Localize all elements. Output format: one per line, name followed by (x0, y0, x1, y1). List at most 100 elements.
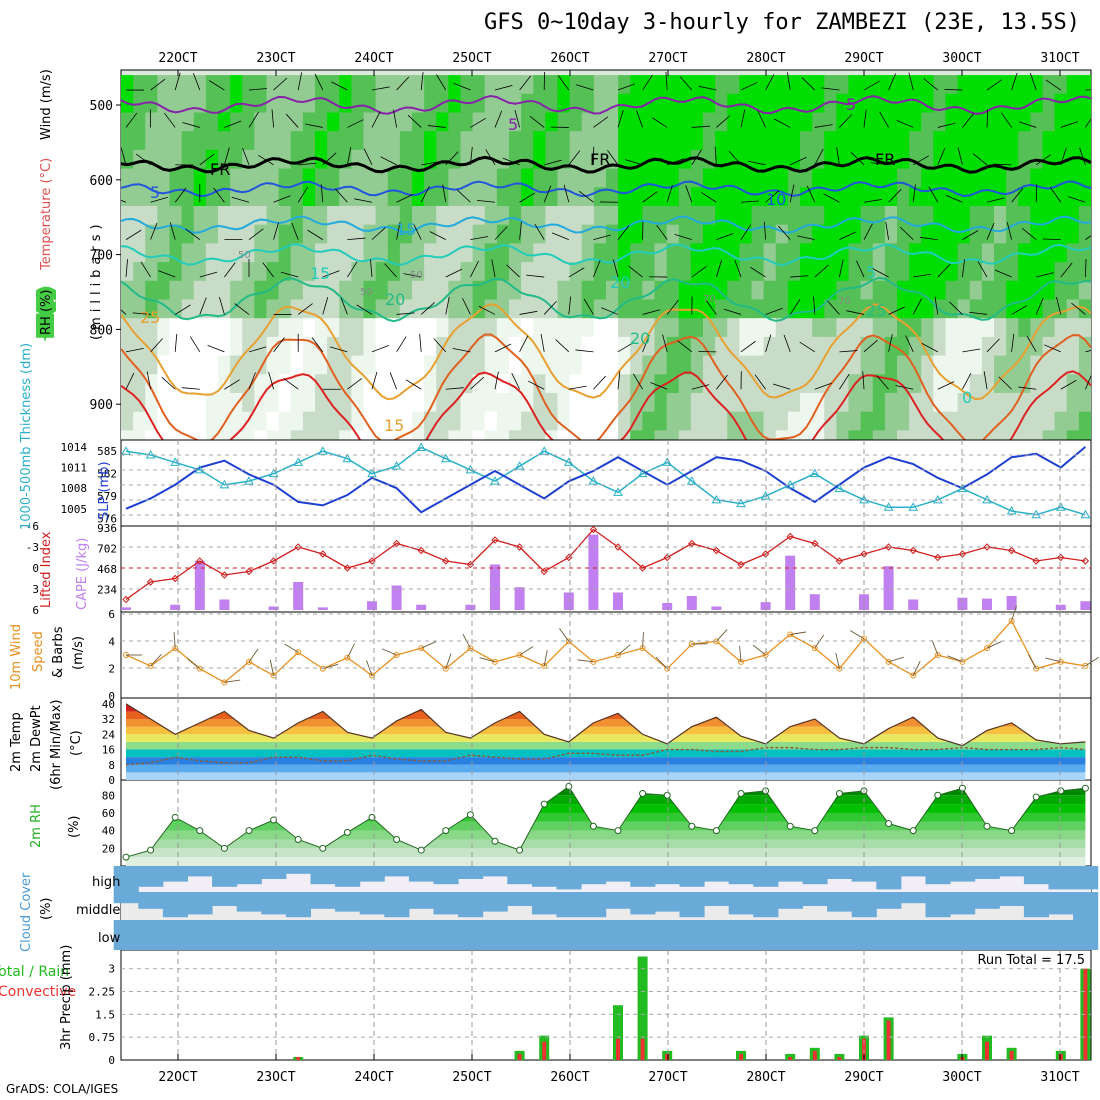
top-time-label: 23OCT (256, 51, 295, 66)
slp-tick-label: 1011 (61, 462, 88, 475)
rh-fill-cell (884, 299, 898, 319)
rh-fill-cell (1054, 112, 1068, 132)
rh-fill-cell (315, 430, 328, 440)
rh-fill-cell (969, 149, 983, 170)
rh-fill-cell (1030, 318, 1044, 338)
wind-speed-point (1082, 662, 1089, 669)
wind-barb (347, 237, 366, 241)
wind-barb (617, 83, 636, 91)
cloud-level-high: high (92, 875, 120, 890)
rh-fill-cell (787, 224, 801, 244)
wind-barb-10m (849, 630, 865, 639)
cloud-bar (359, 866, 385, 882)
wind-speed-line (125, 619, 1086, 684)
wind-barb (919, 237, 938, 241)
rh-fill-cell (121, 168, 134, 188)
wind-speed-point (1033, 665, 1040, 672)
rh-fill-cell (800, 411, 813, 431)
rh-fill-cell (193, 430, 207, 440)
precip-panel (120, 949, 1092, 1061)
rh-fill-cell (351, 318, 365, 338)
wind-barb (224, 379, 240, 390)
rh-fill-cell (399, 224, 413, 244)
rh-fill-cell (157, 112, 171, 132)
rh-fill-cell (424, 205, 437, 226)
wind-barb (470, 236, 489, 241)
cloud-bar (212, 866, 238, 887)
rh-fill-cell (787, 112, 801, 132)
rh-fill-cell (715, 262, 728, 282)
rh-fill-cell (1054, 411, 1068, 431)
wind-barb (314, 73, 324, 91)
wind-barb (797, 235, 815, 241)
rh-fill-cell (557, 355, 571, 375)
rh-fill-cell (921, 224, 934, 244)
rh-fill-cell (327, 243, 340, 263)
rh-fill-cell (618, 374, 631, 394)
rh-fill-cell (860, 355, 874, 375)
wind-barb (799, 341, 816, 353)
wind-barb (593, 260, 601, 278)
rh-fill-cell (872, 318, 886, 338)
thickness-point (908, 502, 919, 511)
wind-barb (393, 109, 397, 128)
rh-fill-cell (278, 131, 292, 151)
rh-fill-cell (412, 411, 425, 431)
rh-fill-cell (1054, 355, 1068, 375)
rh-fill-cell (812, 205, 825, 226)
wind-barb (642, 335, 650, 352)
rh-fill-cell (800, 318, 813, 338)
rh-fill-cell (606, 318, 619, 338)
wind-barb (839, 373, 850, 390)
rh-fill-cell (703, 224, 716, 244)
wind-speed-point (442, 665, 449, 672)
rh-fill-cell (351, 336, 365, 357)
rh-fill-cell (460, 187, 474, 207)
rh-fill-cell (897, 374, 910, 394)
rh-fill-cell (690, 224, 704, 244)
rh-fill-cell (751, 149, 765, 170)
rh-fill-cell (557, 430, 571, 440)
wind-barb (412, 223, 422, 240)
rh-fill-cell (557, 168, 571, 188)
rh-fill-cell (981, 262, 995, 282)
rh-fill-cell (1054, 187, 1068, 207)
wind-barb (617, 371, 621, 390)
rh-fill-cell (181, 243, 195, 263)
rh-fill-cell (800, 205, 813, 226)
rh-fill-cell (715, 112, 728, 132)
rh-fill-cell (339, 280, 352, 300)
wind-barb (1085, 259, 1087, 278)
wind-barb (199, 153, 215, 166)
wind-barb-10m (346, 643, 356, 658)
rh-fill-cell (836, 112, 850, 132)
wind-barb (1071, 302, 1086, 315)
rh-fill-cell (169, 411, 183, 431)
rh-fill-cell (860, 75, 874, 95)
bottom-time-label: 26OCT (550, 1070, 589, 1085)
wind-barb (363, 148, 373, 166)
rh-fill-cell (897, 262, 910, 282)
rh-point (294, 835, 302, 843)
cloud-bar (433, 866, 459, 885)
rh-fill-cell (1066, 299, 1080, 319)
rh-fill-cell (690, 149, 704, 170)
rh-fill-cell (1018, 224, 1031, 244)
rh-point (737, 789, 745, 797)
wind-barb (912, 184, 916, 203)
rh-fill-cell (1078, 205, 1091, 226)
rh-fill-cell (763, 131, 777, 151)
wind-barb (445, 151, 459, 166)
rh-fill-cell (715, 299, 728, 319)
rh-fill-cell (569, 411, 583, 431)
rh-fill-cell (630, 93, 643, 113)
rh-fill-cell (315, 392, 328, 413)
rh-fill-cell (727, 355, 740, 375)
wind-barb (986, 338, 1000, 353)
wind-barb (716, 233, 734, 241)
rh-fill-cell (969, 243, 983, 263)
rh-point (491, 837, 499, 845)
rh-fill-cell (848, 392, 862, 413)
rh-fill-cell (606, 280, 619, 300)
wind-barb (121, 147, 127, 165)
